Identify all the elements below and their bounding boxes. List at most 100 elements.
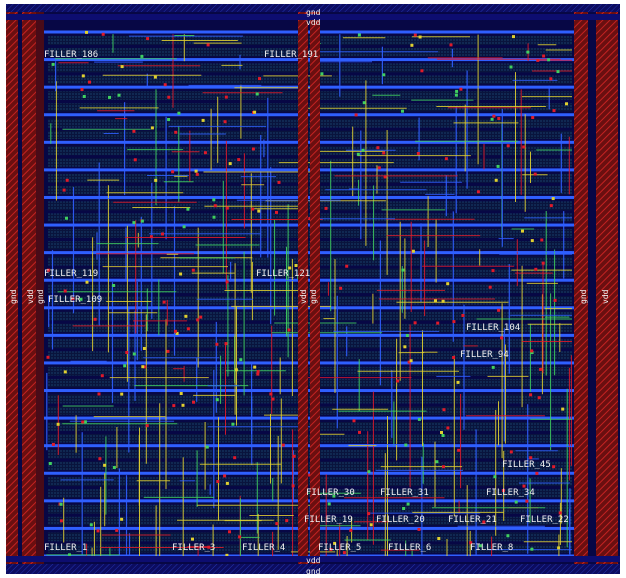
via-contact — [383, 175, 387, 179]
via-contact — [497, 308, 501, 312]
net-label-top-gnd: gnd — [306, 8, 321, 17]
via-contact — [358, 430, 361, 434]
via-contact — [133, 158, 137, 162]
via-contact — [410, 43, 414, 47]
via-contact — [444, 157, 448, 161]
via-contact — [531, 116, 535, 119]
via-contact — [101, 32, 105, 36]
cell-label-filler-30[interactable]: FILLER_30 — [306, 488, 355, 498]
via-contact — [333, 541, 337, 545]
via-contact — [418, 35, 422, 39]
via-contact — [251, 147, 255, 151]
via-contact — [509, 65, 513, 69]
cell-label-filler-19[interactable]: FILLER_19 — [304, 515, 353, 525]
cell-label-filler-191[interactable]: FILLER_191 — [264, 50, 318, 60]
via-contact — [167, 95, 171, 99]
via-contact — [191, 537, 194, 541]
via-contact — [112, 466, 116, 469]
via-contact — [192, 400, 195, 404]
via-contact — [123, 364, 127, 368]
via-contact — [407, 360, 411, 364]
via-contact — [288, 266, 292, 270]
via-contact — [376, 146, 380, 150]
cell-label-filler-8[interactable]: FILLER_8 — [470, 543, 513, 553]
via-contact — [525, 499, 529, 503]
via-contact — [454, 93, 458, 97]
cell-label-filler-31[interactable]: FILLER_31 — [380, 488, 429, 498]
cell-label-filler-119[interactable]: FILLER_119 — [44, 269, 98, 279]
via-contact — [228, 530, 231, 534]
via-contact — [216, 480, 220, 483]
top-ring — [6, 4, 620, 12]
via-contact — [308, 473, 312, 477]
via-contact — [212, 198, 216, 202]
via-contact — [446, 282, 450, 286]
via-contact — [125, 351, 129, 354]
via-contact — [345, 264, 349, 268]
via-contact — [132, 352, 136, 356]
via-contact — [405, 334, 409, 337]
power-rail — [44, 251, 574, 255]
via-contact — [212, 215, 216, 219]
via-contact — [403, 345, 407, 349]
via-contact — [537, 396, 541, 400]
cell-label-filler-45[interactable]: FILLER_45 — [502, 460, 551, 470]
cell-label-filler-34[interactable]: FILLER_34 — [486, 488, 535, 498]
via-contact — [275, 210, 278, 214]
cell-label-filler-1[interactable]: FILLER_1 — [44, 543, 87, 553]
via-contact — [239, 358, 243, 362]
via-contact — [490, 117, 494, 121]
via-contact — [117, 93, 121, 97]
via-contact — [556, 70, 560, 74]
via-contact — [339, 286, 343, 290]
via-contact — [457, 448, 461, 452]
center-gnd-stripe — [298, 4, 308, 574]
via-contact — [456, 380, 460, 384]
cell-label-filler-20[interactable]: FILLER_20 — [376, 515, 425, 525]
net-label-center-vdd: vdd — [299, 289, 308, 304]
cell-label-filler-6[interactable]: FILLER_6 — [388, 543, 431, 553]
cell-label-filler-3[interactable]: FILLER_3 — [172, 543, 215, 553]
via-contact — [85, 280, 89, 284]
via-contact — [521, 229, 524, 233]
via-contact — [71, 297, 75, 301]
via-contact — [234, 368, 238, 372]
via-contact — [382, 73, 386, 77]
via-contact — [63, 370, 67, 374]
via-contact — [549, 204, 553, 208]
via-contact — [512, 35, 515, 39]
via-contact — [191, 268, 195, 272]
via-contact — [150, 126, 154, 130]
cell-label-filler-121[interactable]: FILLER_121 — [256, 269, 310, 279]
via-contact — [205, 445, 209, 449]
via-contact — [356, 152, 360, 156]
cell-label-filler-94[interactable]: FILLER_94 — [460, 350, 509, 360]
cell-label-filler-104[interactable]: FILLER_104 — [466, 323, 520, 333]
via-contact — [530, 547, 534, 551]
cell-label-filler-186[interactable]: FILLER_186 — [44, 50, 98, 60]
cell-label-filler-22[interactable]: FILLER_22 — [520, 515, 569, 525]
via-contact — [558, 511, 562, 515]
via-contact — [437, 537, 441, 540]
via-contact — [401, 109, 404, 113]
cell-label-filler-21[interactable]: FILLER_21 — [448, 515, 497, 525]
power-rail — [44, 168, 574, 172]
via-contact — [352, 419, 356, 423]
cell-label-filler-4[interactable]: FILLER_4 — [242, 543, 285, 553]
via-contact — [207, 545, 211, 549]
via-contact — [291, 484, 295, 488]
via-contact — [441, 299, 445, 303]
via-contact — [557, 546, 561, 550]
via-contact — [224, 342, 228, 346]
via-contact — [48, 462, 52, 465]
cell-label-filler-109[interactable]: FILLER_109 — [48, 295, 102, 305]
via-contact — [442, 465, 445, 469]
via-contact — [163, 83, 167, 87]
cell-label-filler-5[interactable]: FILLER_5 — [318, 543, 361, 553]
via-contact — [225, 280, 229, 284]
via-contact — [540, 238, 544, 242]
via-contact — [153, 75, 157, 79]
via-contact — [496, 164, 500, 168]
via-contact — [552, 465, 556, 469]
